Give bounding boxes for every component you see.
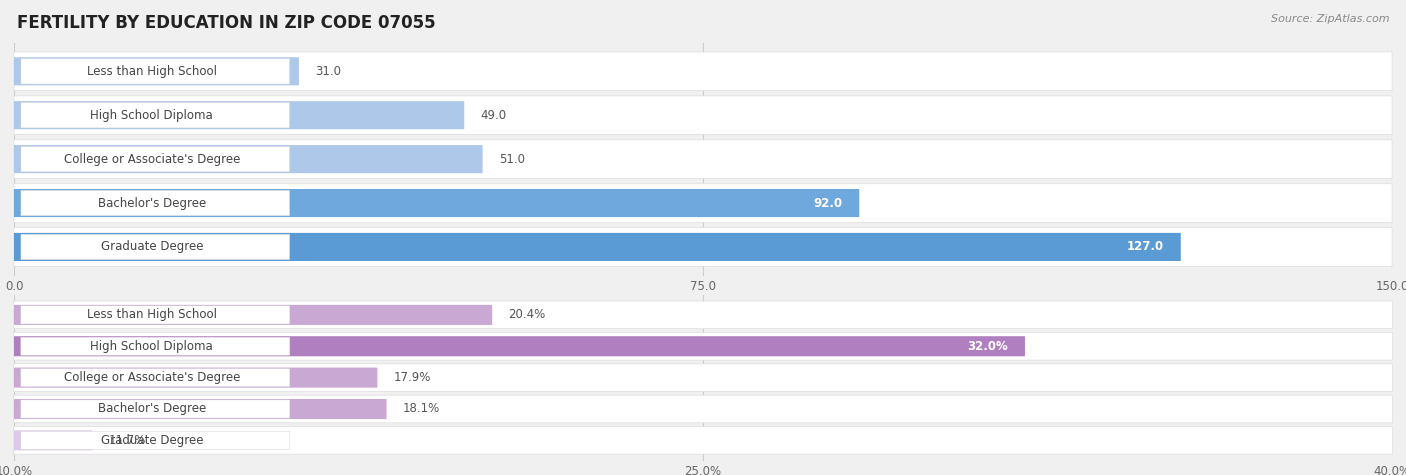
FancyBboxPatch shape [14, 101, 464, 129]
FancyBboxPatch shape [21, 369, 290, 387]
Text: Source: ZipAtlas.com: Source: ZipAtlas.com [1271, 14, 1389, 24]
Text: High School Diploma: High School Diploma [90, 340, 214, 353]
FancyBboxPatch shape [14, 368, 377, 388]
Text: 18.1%: 18.1% [402, 402, 440, 416]
Text: 17.9%: 17.9% [394, 371, 430, 384]
FancyBboxPatch shape [14, 52, 1392, 91]
FancyBboxPatch shape [14, 399, 387, 419]
FancyBboxPatch shape [14, 233, 1181, 261]
Text: 127.0: 127.0 [1128, 240, 1164, 254]
Text: 20.4%: 20.4% [508, 308, 546, 322]
FancyBboxPatch shape [21, 190, 290, 216]
FancyBboxPatch shape [14, 96, 1392, 134]
FancyBboxPatch shape [21, 400, 290, 418]
FancyBboxPatch shape [14, 140, 1392, 179]
Text: Bachelor's Degree: Bachelor's Degree [98, 197, 205, 209]
FancyBboxPatch shape [14, 228, 1392, 266]
FancyBboxPatch shape [21, 306, 290, 324]
Text: Graduate Degree: Graduate Degree [101, 434, 202, 447]
Text: 11.7%: 11.7% [108, 434, 146, 447]
FancyBboxPatch shape [21, 431, 290, 449]
FancyBboxPatch shape [14, 430, 93, 450]
Text: 92.0: 92.0 [814, 197, 842, 209]
FancyBboxPatch shape [14, 364, 1392, 391]
Text: Bachelor's Degree: Bachelor's Degree [98, 402, 205, 416]
FancyBboxPatch shape [14, 332, 1392, 360]
Text: FERTILITY BY EDUCATION IN ZIP CODE 07055: FERTILITY BY EDUCATION IN ZIP CODE 07055 [17, 14, 436, 32]
FancyBboxPatch shape [21, 103, 290, 128]
FancyBboxPatch shape [14, 427, 1392, 454]
FancyBboxPatch shape [14, 305, 492, 325]
Text: 32.0%: 32.0% [967, 340, 1008, 353]
Text: College or Associate's Degree: College or Associate's Degree [63, 371, 240, 384]
Text: Less than High School: Less than High School [87, 308, 217, 322]
FancyBboxPatch shape [14, 184, 1392, 222]
FancyBboxPatch shape [21, 234, 290, 260]
Text: Graduate Degree: Graduate Degree [101, 240, 202, 254]
FancyBboxPatch shape [14, 336, 1025, 356]
FancyBboxPatch shape [14, 189, 859, 217]
Text: High School Diploma: High School Diploma [90, 109, 214, 122]
FancyBboxPatch shape [14, 57, 299, 86]
FancyBboxPatch shape [21, 58, 290, 84]
FancyBboxPatch shape [21, 337, 290, 355]
Text: College or Associate's Degree: College or Associate's Degree [63, 152, 240, 166]
FancyBboxPatch shape [14, 145, 482, 173]
Text: 31.0: 31.0 [315, 65, 342, 78]
FancyBboxPatch shape [21, 146, 290, 172]
Text: 51.0: 51.0 [499, 152, 524, 166]
FancyBboxPatch shape [14, 395, 1392, 423]
Text: Less than High School: Less than High School [87, 65, 217, 78]
Text: 49.0: 49.0 [481, 109, 506, 122]
FancyBboxPatch shape [14, 301, 1392, 329]
